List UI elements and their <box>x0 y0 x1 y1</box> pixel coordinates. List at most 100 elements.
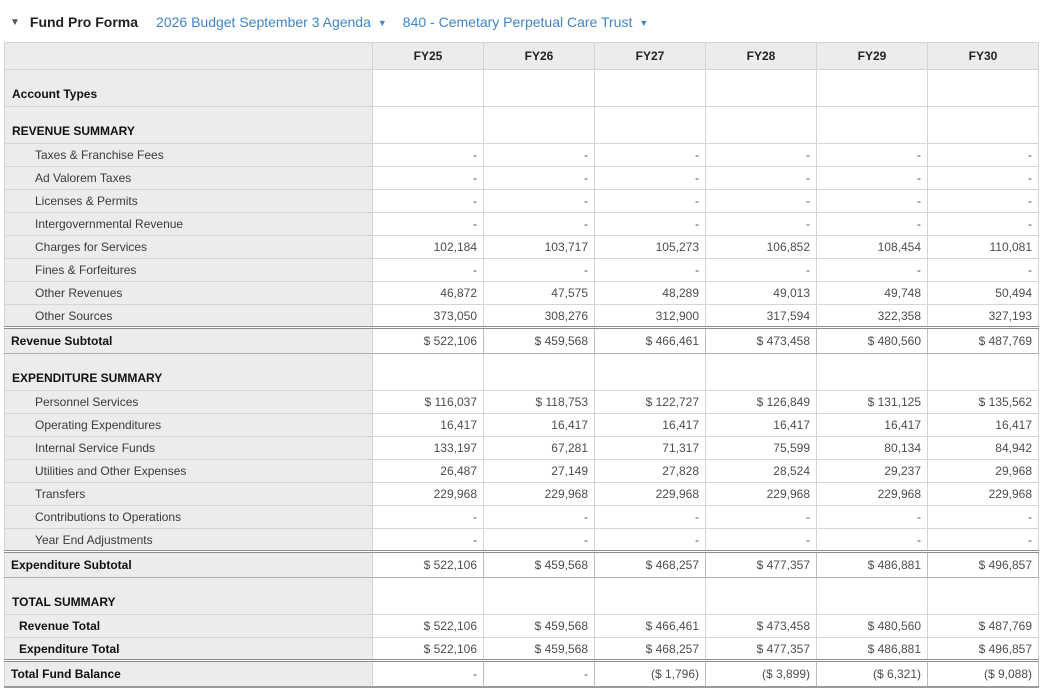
fy-value-cell: 229,968 <box>483 482 595 506</box>
table-row: Expenditure Total $ 522,106 $ 459,568 $ 468… <box>4 637 1039 661</box>
table-row: EXPENDITURE SUMMARY <box>4 353 1039 391</box>
fy-value-cell: 229,968 <box>816 482 928 506</box>
fy-value-cell: - <box>483 166 595 190</box>
fy-value-cell <box>372 353 484 391</box>
fy-value-cell: $ 477,357 <box>705 637 817 661</box>
table-row: Year End Adjustments - - - - - - <box>4 528 1039 552</box>
fy-value-cell: - <box>927 166 1039 190</box>
fy-value-cell: - <box>816 505 928 529</box>
table-row: Ad Valorem Taxes - - - - - - <box>4 166 1039 190</box>
fund-dropdown[interactable]: 840 - Cemetary Perpetual Care Trust ▼ <box>403 14 648 30</box>
fy-value-cell: 106,852 <box>705 235 817 259</box>
fy-value-cell: - <box>483 189 595 213</box>
fy-value-cell: - <box>594 528 706 552</box>
row-label: Other Revenues <box>4 281 373 305</box>
fy-value-cell: $ 477,357 <box>705 550 817 578</box>
row-label: Total Fund Balance <box>4 659 373 688</box>
fy-value-cell: 16,417 <box>816 413 928 437</box>
fy-value-cell: 46,872 <box>372 281 484 305</box>
fy-value-cell: $ 487,769 <box>927 614 1039 638</box>
table-row: Revenue Subtotal $ 522,106 $ 459,568 $ 466,… <box>4 326 1039 354</box>
fy-value-cell: - <box>927 505 1039 529</box>
fy-value-cell: - <box>372 166 484 190</box>
fy-value-cell: - <box>483 212 595 236</box>
budget-version-dropdown[interactable]: 2026 Budget September 3 Agenda ▼ <box>156 14 387 30</box>
row-label: Ad Valorem Taxes <box>4 166 373 190</box>
row-label: Utilities and Other Expenses <box>4 459 373 483</box>
table-header-row: FY25 FY26 FY27 FY28 FY29 FY30 <box>4 42 1039 70</box>
table-row: TOTAL SUMMARY <box>4 577 1039 615</box>
fy-value-cell <box>705 353 817 391</box>
fy-value-cell: - <box>594 166 706 190</box>
row-label: Personnel Services <box>4 390 373 414</box>
column-header-fy27: FY27 <box>594 42 706 70</box>
fy-value-cell: 108,454 <box>816 235 928 259</box>
fy-value-cell: $ 459,568 <box>483 550 595 578</box>
fy-value-cell: 67,281 <box>483 436 595 460</box>
row-label: Expenditure Subtotal <box>4 550 373 578</box>
fy-value-cell: 47,575 <box>483 281 595 305</box>
fy-value-cell <box>816 69 928 107</box>
fy-value-cell: $ 496,857 <box>927 550 1039 578</box>
fy-value-cell: - <box>705 189 817 213</box>
table-row: Revenue Total $ 522,106 $ 459,568 $ 466,461… <box>4 614 1039 638</box>
column-header-fy29: FY29 <box>816 42 928 70</box>
fy-value-cell: - <box>483 528 595 552</box>
fy-value-cell: - <box>594 212 706 236</box>
fy-value-cell: $ 122,727 <box>594 390 706 414</box>
table-row: REVENUE SUMMARY <box>4 106 1039 144</box>
fy-value-cell: - <box>483 258 595 282</box>
fy-value-cell: 229,968 <box>372 482 484 506</box>
fy-value-cell: $ 116,037 <box>372 390 484 414</box>
fy-value-cell <box>927 106 1039 144</box>
fy-value-cell <box>927 69 1039 107</box>
table-row: Contributions to Operations - - - - - - <box>4 505 1039 529</box>
fy-value-cell: - <box>705 166 817 190</box>
fy-value-cell: - <box>927 189 1039 213</box>
fy-value-cell: $ 459,568 <box>483 614 595 638</box>
fy-value-cell <box>594 106 706 144</box>
collapse-arrow-icon[interactable]: ▼ <box>10 16 20 28</box>
fy-value-cell: 49,013 <box>705 281 817 305</box>
fy-value-cell: $ 466,461 <box>594 614 706 638</box>
fy-value-cell: ($ 6,321) <box>816 659 928 688</box>
page-title: Fund Pro Forma <box>29 14 139 30</box>
fy-value-cell: - <box>705 505 817 529</box>
fy-value-cell <box>816 353 928 391</box>
table-row: Utilities and Other Expenses 26,487 27,149… <box>4 459 1039 483</box>
pro-forma-table-body: Account Types REVENUE SUMMARY Taxes & Fran… <box>4 69 1039 688</box>
fy-value-cell: 105,273 <box>594 235 706 259</box>
fy-value-cell: 80,134 <box>816 436 928 460</box>
fy-value-cell: 16,417 <box>372 413 484 437</box>
fy-value-cell <box>927 577 1039 615</box>
fy-value-cell <box>483 577 595 615</box>
fy-value-cell: ($ 3,899) <box>705 659 817 688</box>
row-label: EXPENDITURE SUMMARY <box>4 353 373 391</box>
table-row: Other Revenues 46,872 47,575 48,289 49,013 49… <box>4 281 1039 305</box>
row-label: Revenue Subtotal <box>4 326 373 354</box>
row-label: Contributions to Operations <box>4 505 373 529</box>
fy-value-cell: - <box>483 143 595 167</box>
fy-value-cell: 75,599 <box>705 436 817 460</box>
row-label: Licenses & Permits <box>4 189 373 213</box>
table-row: Operating Expenditures 16,417 16,417 16,417… <box>4 413 1039 437</box>
column-header-fy25: FY25 <box>372 42 484 70</box>
fy-value-cell: 16,417 <box>705 413 817 437</box>
row-label: Fines & Forfeitures <box>4 258 373 282</box>
fy-value-cell <box>372 69 484 107</box>
budget-version-label: 2026 Budget September 3 Agenda <box>156 14 371 30</box>
fy-value-cell: - <box>372 143 484 167</box>
fy-value-cell: - <box>594 143 706 167</box>
fy-value-cell: 16,417 <box>594 413 706 437</box>
row-label: Expenditure Total <box>4 637 373 661</box>
fy-value-cell: - <box>372 189 484 213</box>
fy-value-cell: 322,358 <box>816 304 928 328</box>
table-row: Account Types <box>4 69 1039 107</box>
fy-value-cell: $ 126,849 <box>705 390 817 414</box>
fy-value-cell: $ 522,106 <box>372 637 484 661</box>
fy-value-cell: $ 118,753 <box>483 390 595 414</box>
fy-value-cell <box>705 577 817 615</box>
fy-value-cell: 49,748 <box>816 281 928 305</box>
fy-value-cell: $ 466,461 <box>594 326 706 354</box>
fy-value-cell: $ 459,568 <box>483 637 595 661</box>
